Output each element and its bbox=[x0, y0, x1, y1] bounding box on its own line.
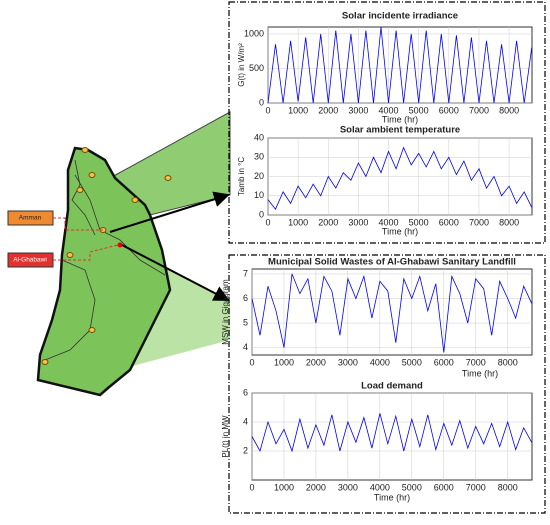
city bbox=[131, 197, 139, 203]
city bbox=[88, 172, 96, 178]
y-tick-label: 6 bbox=[243, 387, 248, 397]
city bbox=[164, 175, 172, 181]
x-tick-label: 1000 bbox=[274, 482, 294, 492]
y-tick-label: 5 bbox=[243, 317, 248, 327]
y-tick-label: 40 bbox=[254, 132, 264, 142]
x-tick-label: 8000 bbox=[498, 357, 518, 367]
x-tick-label: 2000 bbox=[306, 357, 326, 367]
chart-title: Load demand bbox=[361, 381, 423, 392]
amman-label: Amman bbox=[19, 215, 42, 222]
x-tick-label: 8000 bbox=[499, 105, 519, 115]
country-map bbox=[36, 146, 172, 397]
data-line bbox=[251, 273, 533, 353]
x-tick-label: 1000 bbox=[288, 105, 308, 115]
y-axis-label: MSW in Gigagram bbox=[221, 279, 230, 345]
leader-line bbox=[53, 244, 119, 261]
border bbox=[71, 159, 96, 236]
x-tick-label: 7000 bbox=[469, 105, 489, 115]
leader-line bbox=[53, 217, 103, 231]
city bbox=[76, 187, 84, 193]
x-tick-label: 3000 bbox=[338, 482, 358, 492]
y-tick-label: 1000 bbox=[244, 28, 264, 38]
y-tick-label: 500 bbox=[249, 63, 264, 73]
y-axis-label: Tamb in °C bbox=[237, 157, 246, 196]
chart-title: Solar incidente irradiance bbox=[342, 11, 458, 22]
city bbox=[88, 327, 96, 333]
x-tick-label: 6000 bbox=[439, 105, 459, 115]
plot-area bbox=[251, 268, 533, 356]
y-tick-label: 4 bbox=[243, 416, 248, 426]
y-tick-label: 30 bbox=[254, 152, 264, 162]
y-tick-label: 0 bbox=[259, 209, 264, 219]
city-markers bbox=[41, 147, 172, 365]
x-tick-label: 6000 bbox=[434, 482, 454, 492]
city bbox=[66, 252, 74, 258]
x-tick-label: 1000 bbox=[274, 357, 294, 367]
border bbox=[74, 174, 166, 276]
ghabawi-label: Al-Ghabawi bbox=[13, 257, 47, 264]
y-tick-label: 2 bbox=[243, 445, 248, 455]
x-tick-label: 8000 bbox=[498, 482, 518, 492]
x-axis-label: Time (hr) bbox=[462, 368, 498, 378]
y-tick-label: 6 bbox=[243, 293, 248, 303]
x-tick-label: 7000 bbox=[466, 357, 486, 367]
panel-frame bbox=[228, 1, 546, 244]
x-tick-label: 2000 bbox=[318, 105, 338, 115]
data-line bbox=[267, 146, 533, 210]
y-tick-label: 10 bbox=[254, 190, 264, 200]
x-tick-label: 4000 bbox=[379, 105, 399, 115]
x-tick-label: 5000 bbox=[409, 217, 429, 227]
x-tick-label: 8000 bbox=[499, 217, 519, 227]
x-tick-label: 5000 bbox=[402, 357, 422, 367]
border bbox=[44, 259, 96, 361]
x-tick-label: 3000 bbox=[348, 105, 368, 115]
chart-title: Solar ambient temperature bbox=[340, 125, 460, 136]
x-tick-label: 0 bbox=[265, 105, 270, 115]
x-tick-label: 7000 bbox=[469, 217, 489, 227]
x-tick-label: 5000 bbox=[409, 105, 429, 115]
x-tick-label: 4000 bbox=[370, 482, 390, 492]
city bbox=[41, 359, 49, 365]
x-tick-label: 2000 bbox=[306, 482, 326, 492]
x-tick-label: 7000 bbox=[466, 482, 486, 492]
arrow bbox=[109, 191, 230, 233]
x-axis-label: Time (hr) bbox=[382, 226, 418, 236]
y-tick-label: 0 bbox=[259, 97, 264, 107]
x-tick-label: 4000 bbox=[379, 217, 399, 227]
y-axis-label: PL(t) in MW bbox=[221, 415, 230, 458]
x-tick-label: 0 bbox=[249, 482, 254, 492]
x-tick-label: 0 bbox=[265, 217, 270, 227]
chart-title: Municipal Solid Wastes of Al-Ghabawi San… bbox=[268, 257, 516, 268]
plot-area bbox=[251, 392, 533, 481]
arrow bbox=[121, 244, 230, 301]
y-axis-label: G(t) in W/m² bbox=[237, 43, 246, 87]
y-tick-label: 7 bbox=[243, 268, 248, 278]
data-line bbox=[251, 413, 533, 453]
x-axis-label: Time (hr) bbox=[374, 492, 410, 502]
x-tick-label: 2000 bbox=[318, 217, 338, 227]
city bbox=[81, 147, 89, 153]
x-tick-label: 0 bbox=[249, 357, 254, 367]
x-axis-label: Time (hr) bbox=[382, 114, 418, 124]
x-tick-label: 5000 bbox=[402, 482, 422, 492]
y-tick-label: 4 bbox=[243, 342, 248, 352]
x-tick-label: 3000 bbox=[338, 357, 358, 367]
x-tick-label: 3000 bbox=[348, 217, 368, 227]
panel-frame bbox=[228, 254, 546, 514]
x-tick-label: 6000 bbox=[434, 357, 454, 367]
x-tick-label: 4000 bbox=[370, 357, 390, 367]
data-line bbox=[267, 26, 533, 104]
x-tick-label: 6000 bbox=[439, 217, 459, 227]
x-tick-label: 1000 bbox=[288, 217, 308, 227]
landfill-marker bbox=[117, 242, 123, 248]
y-tick-label: 20 bbox=[254, 171, 264, 181]
